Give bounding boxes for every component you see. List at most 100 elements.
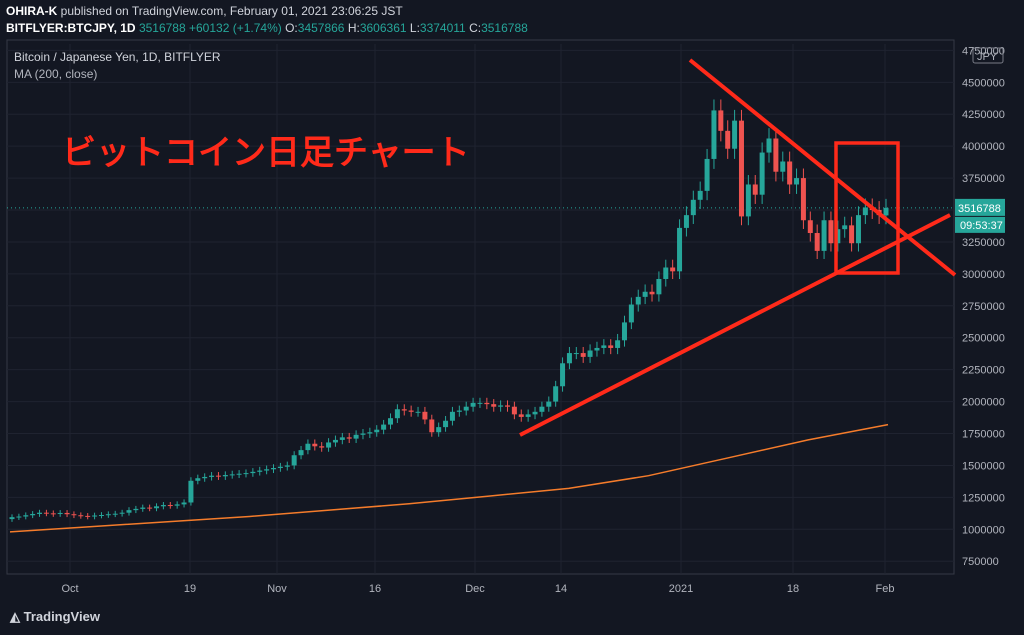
candle-body [277, 466, 283, 468]
price-axis[interactable]: 4750000450000042500004000000375000035000… [955, 45, 1005, 568]
candle-body [64, 512, 70, 515]
candle-body [353, 434, 359, 439]
candle-body [635, 296, 641, 305]
candle-body [257, 470, 263, 472]
candle-body [140, 507, 146, 509]
candle-body [663, 267, 669, 279]
time-tick-label: 18 [787, 583, 799, 595]
candle-body [57, 512, 63, 514]
ohlc-close: 3516788 [481, 21, 528, 35]
ma-line [9, 423, 889, 533]
time-tick-label: 14 [555, 583, 567, 595]
price-tick-label: 750000 [962, 556, 999, 568]
candle-body [738, 120, 744, 217]
price-tick-label: 1750000 [962, 429, 1005, 441]
plot-area[interactable] [6, 39, 955, 575]
candle-body [271, 468, 277, 470]
candle-body [463, 406, 469, 411]
candle-body [422, 411, 428, 420]
currency-badge [972, 47, 1004, 64]
candle-body [553, 386, 559, 402]
candle-body [30, 513, 36, 516]
footer-bar: ◭ TradingView [0, 600, 1024, 635]
author-name[interactable]: OHIRA-K [6, 4, 58, 18]
candle-body [621, 322, 627, 341]
price-tick-label: 4500000 [962, 77, 1005, 89]
publish-header: OHIRA-K published on TradingView.com, Fe… [0, 0, 1024, 38]
price-tick-label: 2750000 [962, 301, 1005, 313]
price-tick-label: 1000000 [962, 524, 1005, 536]
candle-body [828, 220, 834, 244]
candle-body [195, 478, 201, 481]
candle-body [360, 433, 366, 435]
current-price-label: 3516788 [958, 203, 1001, 215]
candle-body [711, 110, 717, 159]
symbol-label[interactable]: BITFLYER:BTCJPY, 1D [6, 21, 136, 35]
candle-body [821, 220, 827, 251]
candle-body [683, 215, 689, 228]
candle-body [147, 507, 153, 509]
time-tick-label: Dec [465, 583, 485, 595]
time-axis[interactable]: Oct 19 Nov 16 Dec 14 2021 18 Feb [61, 583, 894, 595]
countdown-label: 09:53:37 [960, 220, 1003, 232]
candle-body [498, 405, 504, 407]
candle-body [883, 207, 889, 216]
time-tick-label: Oct [61, 583, 78, 595]
candle-body [367, 432, 373, 434]
candle-body [470, 402, 476, 407]
currency-label: JPY [977, 51, 998, 63]
candle-body [415, 411, 421, 413]
candle-body [119, 512, 125, 514]
price-chart[interactable]: 4750000450000042500004000000375000035000… [0, 0, 1024, 600]
candle-body [167, 505, 173, 507]
price-tick-label: 4000000 [962, 141, 1005, 153]
candle-body [718, 110, 724, 131]
candle-body [243, 473, 249, 475]
ohlc-o-label: O: [285, 21, 298, 35]
candle-body [50, 513, 56, 515]
candle-body [236, 473, 242, 475]
candle-body [484, 402, 490, 405]
ohlc-l-label: L: [409, 21, 420, 35]
candle-body [546, 401, 552, 407]
ohlc-h-label: H: [347, 21, 360, 35]
candle-body [456, 410, 462, 412]
candle-body [794, 178, 800, 185]
ohlc-open: 3457866 [297, 21, 345, 35]
highlight-box [834, 141, 900, 275]
candle-body [642, 291, 648, 297]
candle-body [78, 515, 84, 517]
chart-title: Bitcoin / Japanese Yen, 1D, BITFLYER [14, 50, 221, 64]
candle-body [16, 516, 22, 518]
candle-body [704, 158, 710, 191]
candle-body [346, 437, 352, 439]
candle-body [319, 446, 325, 448]
candle-body [849, 225, 855, 244]
brand-label: TradingView [23, 609, 100, 624]
price-tick-label: 2000000 [962, 397, 1005, 409]
candle-body [532, 411, 538, 415]
candle-body [759, 152, 765, 195]
candle-body [697, 190, 703, 200]
tradingview-logo[interactable]: ◭ TradingView [10, 609, 100, 625]
candle-body [209, 475, 215, 477]
chart-annotation: ビットコイン日足チャート [62, 134, 470, 172]
candlesticks [9, 99, 889, 522]
indicator-label: MA (200, close) [14, 67, 97, 81]
candle-body [436, 427, 442, 433]
candle-body [518, 414, 524, 417]
candle-body [745, 184, 751, 217]
ohlc-c-label: C: [469, 21, 482, 35]
candle-body [594, 347, 600, 351]
candle-body [628, 304, 634, 323]
time-tick-label: Feb [876, 583, 895, 595]
candle-body [188, 480, 194, 503]
candle-body [587, 350, 593, 357]
candle-body [539, 406, 545, 412]
candle-body [773, 138, 779, 172]
price-tick-label: 1500000 [962, 460, 1005, 472]
candle-body [814, 233, 820, 251]
candle-body [339, 437, 345, 440]
close-value: 3516788 [138, 21, 186, 35]
trendlines [519, 58, 957, 437]
